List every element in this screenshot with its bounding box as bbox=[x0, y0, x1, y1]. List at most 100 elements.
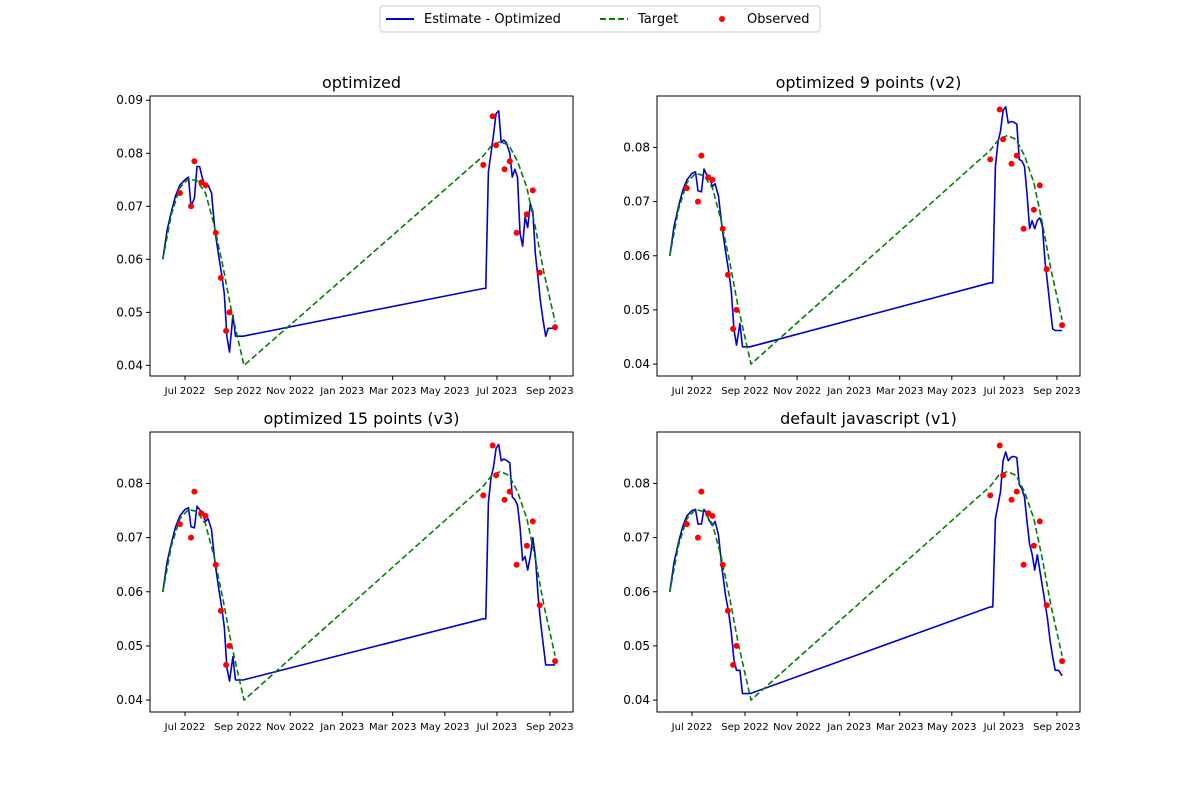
observed-point bbox=[1000, 472, 1007, 479]
target-series-line bbox=[669, 134, 1063, 365]
subplot-title: default javascript (v1) bbox=[780, 409, 957, 428]
observed-point bbox=[188, 534, 194, 541]
observed-point bbox=[523, 211, 530, 218]
x-tick-label: Sep 2022 bbox=[214, 722, 261, 733]
observed-point bbox=[480, 161, 487, 168]
subplot-1: optimized 0.04 0.05 0.06 0.07 0.08 0.09 Jul 202… bbox=[116, 73, 573, 397]
observed-point bbox=[1059, 658, 1066, 665]
axes-frame bbox=[656, 95, 1081, 377]
observed-point bbox=[493, 472, 500, 479]
observed-point bbox=[176, 521, 183, 528]
y-tick-label: 0.05 bbox=[623, 639, 650, 653]
observed-point bbox=[719, 561, 726, 568]
target-series-line bbox=[669, 470, 1063, 701]
observed-point bbox=[1030, 206, 1037, 213]
observed-point bbox=[730, 325, 737, 332]
x-tick-label: Sep 2023 bbox=[526, 722, 573, 733]
y-tick-label: 0.06 bbox=[623, 585, 650, 599]
estimate-series-line bbox=[669, 106, 1063, 348]
observed-point bbox=[513, 561, 520, 568]
x-tick-label: Jul 2022 bbox=[671, 722, 713, 733]
y-tick-label: 0.04 bbox=[623, 357, 650, 371]
observed-point bbox=[709, 512, 716, 519]
subplot-3: optimized 15 points (v3) 0.04 0.05 0.06 0.07… bbox=[116, 409, 573, 733]
x-tick-label: Nov 2022 bbox=[773, 722, 821, 733]
observed-point bbox=[1043, 602, 1050, 609]
y-tick-label: 0.05 bbox=[623, 303, 650, 317]
estimate-series-line bbox=[669, 451, 1063, 695]
x-tick-label: Sep 2022 bbox=[214, 386, 261, 397]
y-tick-label: 0.06 bbox=[116, 252, 143, 266]
y-tick-label: 0.05 bbox=[116, 305, 143, 319]
observed-point bbox=[226, 309, 233, 316]
legend-observed-label: Observed bbox=[747, 12, 810, 27]
observed-point bbox=[996, 106, 1003, 113]
y-tick-label: 0.04 bbox=[623, 693, 650, 707]
target-series-line bbox=[162, 470, 556, 701]
observed-point bbox=[698, 152, 705, 159]
observed-point bbox=[212, 229, 219, 236]
x-tick-label: Jul 2022 bbox=[164, 386, 206, 397]
axes-frame bbox=[149, 95, 574, 377]
legend: Estimate - Optimized Target Observed bbox=[379, 5, 821, 33]
observed-point bbox=[552, 658, 559, 665]
observed-point bbox=[724, 607, 731, 614]
axes-frame bbox=[656, 431, 1081, 713]
observed-point bbox=[489, 442, 496, 449]
x-tick-label: May 2023 bbox=[927, 386, 976, 397]
observed-point bbox=[188, 203, 194, 210]
observed-point bbox=[1013, 152, 1020, 159]
observed-point bbox=[217, 274, 224, 281]
x-tick-label: Jan 2023 bbox=[319, 386, 364, 397]
x-tick-label: Mar 2023 bbox=[876, 722, 924, 733]
x-tick-label: May 2023 bbox=[927, 722, 976, 733]
x-tick-label: Nov 2022 bbox=[266, 722, 314, 733]
y-tick-label: 0.06 bbox=[116, 585, 143, 599]
y-tick-label: 0.04 bbox=[116, 693, 143, 707]
observed-point bbox=[1036, 182, 1043, 189]
y-tick-label: 0.07 bbox=[623, 531, 650, 545]
x-tick-label: Jan 2023 bbox=[319, 722, 364, 733]
observed-point bbox=[1013, 488, 1020, 495]
observed-point bbox=[493, 142, 500, 149]
observed-point bbox=[529, 518, 536, 525]
observed-point bbox=[536, 602, 543, 609]
observed-point bbox=[1036, 518, 1043, 525]
observed-point bbox=[226, 642, 233, 649]
x-tick-label: Sep 2023 bbox=[1033, 386, 1080, 397]
y-tick-label: 0.08 bbox=[116, 476, 143, 490]
observed-point bbox=[489, 113, 496, 120]
observed-point bbox=[1043, 266, 1050, 273]
observed-point bbox=[695, 198, 701, 205]
subplot-title: optimized 15 points (v3) bbox=[264, 409, 460, 428]
x-tick-label: Sep 2023 bbox=[526, 386, 573, 397]
observed-point bbox=[695, 534, 701, 541]
x-tick-label: Sep 2022 bbox=[721, 386, 768, 397]
y-tick-label: 0.04 bbox=[116, 358, 143, 372]
observed-point bbox=[191, 158, 198, 165]
subplot-title: optimized 9 points (v2) bbox=[776, 73, 962, 92]
x-tick-label: Jan 2023 bbox=[826, 386, 871, 397]
x-tick-label: Sep 2022 bbox=[721, 722, 768, 733]
observed-point bbox=[513, 229, 520, 236]
observed-point bbox=[506, 158, 513, 165]
subplot-title: optimized bbox=[322, 73, 401, 92]
y-tick-label: 0.08 bbox=[623, 140, 650, 154]
observed-point bbox=[1030, 542, 1037, 549]
observed-point bbox=[1000, 136, 1007, 143]
y-tick-label: 0.06 bbox=[623, 249, 650, 263]
x-tick-label: Jul 2023 bbox=[983, 386, 1025, 397]
observed-point bbox=[529, 187, 536, 194]
x-tick-label: Jul 2023 bbox=[983, 722, 1025, 733]
x-tick-label: Sep 2023 bbox=[1033, 722, 1080, 733]
y-tick-label: 0.07 bbox=[623, 195, 650, 209]
observed-point bbox=[223, 327, 230, 334]
legend-target-label: Target bbox=[637, 12, 678, 27]
observed-point bbox=[719, 225, 726, 232]
y-tick-label: 0.05 bbox=[116, 639, 143, 653]
observed-point bbox=[683, 521, 690, 528]
observed-point bbox=[1059, 322, 1066, 329]
x-tick-label: Jul 2022 bbox=[164, 722, 206, 733]
x-tick-label: Jul 2023 bbox=[476, 722, 518, 733]
